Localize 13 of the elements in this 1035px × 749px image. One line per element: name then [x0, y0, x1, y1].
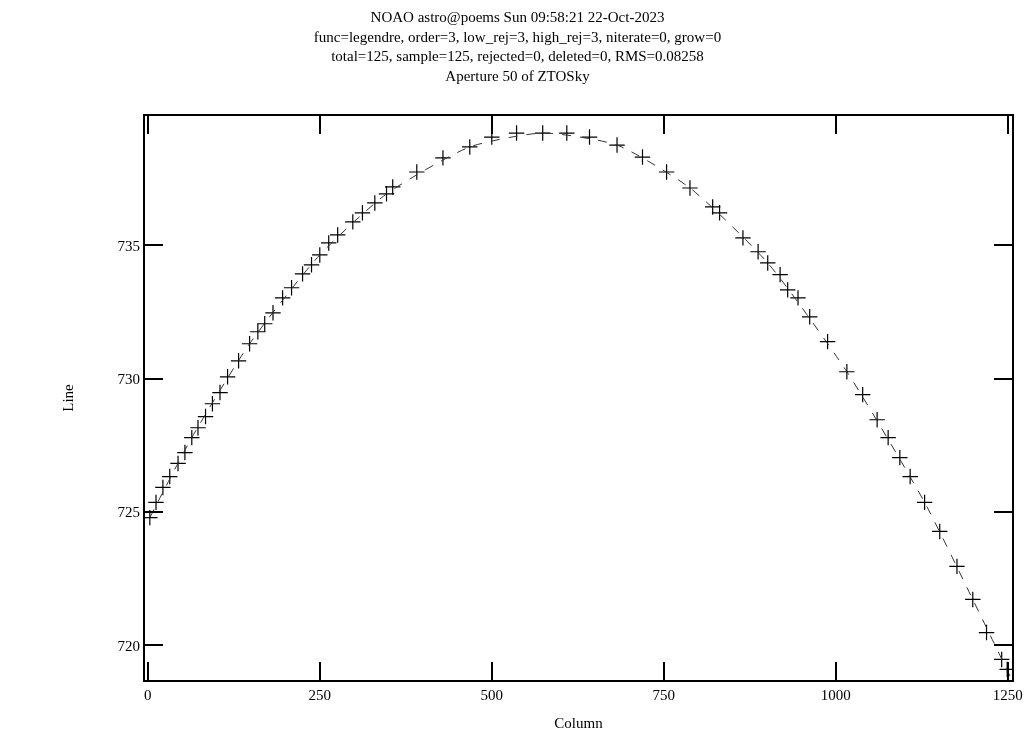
x-tick-label: 1250 — [992, 687, 1023, 703]
y-tick-label: 735 — [117, 237, 140, 254]
x-tick-label: 750 — [652, 687, 676, 703]
y-tick-label: 730 — [117, 370, 140, 387]
y-tick-label: 720 — [117, 637, 140, 654]
y-tick-label: 725 — [117, 504, 140, 521]
x-axis-title: Column — [554, 714, 604, 731]
y-axis-title: Line — [60, 383, 77, 412]
chart-title: NOAO astro@poems Sun 09:58:21 22-Oct-2023 func=legendre, order=3, low_rej=3, high_rej=3, niterate=0, grow=0 total=125, sample=125, rejected=0, deleted=0, RMS=0.08258 Aperture 50 of ZTOSky — [313, 9, 722, 84]
x-tick-label: 250 — [308, 687, 332, 703]
x-tick-label: 0 — [144, 687, 152, 703]
x-tick-label: 1000 — [820, 687, 851, 703]
x-tick-label: 500 — [480, 687, 504, 703]
